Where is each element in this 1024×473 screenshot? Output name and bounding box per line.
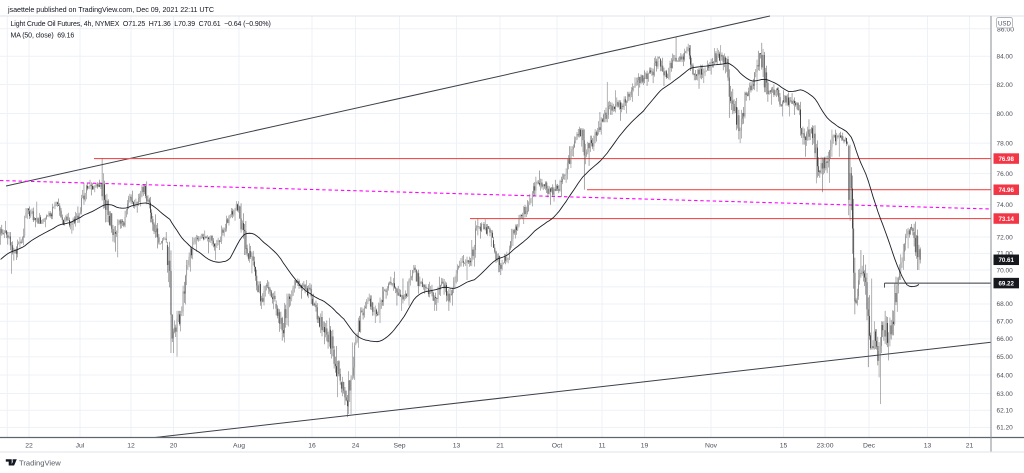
svg-text:19: 19 — [641, 443, 649, 450]
svg-text:Dec: Dec — [863, 443, 876, 450]
svg-text:70.00: 70.00 — [997, 267, 1014, 274]
svg-text:64.00: 64.00 — [997, 372, 1014, 379]
svg-text:76.98: 76.98 — [998, 156, 1014, 163]
svg-text:67.00: 67.00 — [997, 319, 1014, 326]
svg-text:16: 16 — [308, 443, 316, 450]
svg-text:66.00: 66.00 — [997, 336, 1014, 343]
svg-text:22: 22 — [25, 443, 33, 450]
svg-text:MA (50, close) 69.16: MA (50, close) 69.16 — [11, 32, 75, 39]
svg-text:73.14: 73.14 — [998, 216, 1014, 223]
svg-text:Jul: Jul — [76, 443, 85, 450]
svg-text:74.00: 74.00 — [997, 202, 1014, 209]
svg-text:70.61: 70.61 — [998, 257, 1014, 264]
svg-text:74.96: 74.96 — [998, 187, 1014, 194]
svg-text:84.00: 84.00 — [997, 54, 1014, 61]
svg-text:21: 21 — [496, 443, 504, 450]
svg-text:TradingView: TradingView — [19, 459, 61, 468]
svg-text:12: 12 — [127, 443, 135, 450]
svg-text:Sep: Sep — [393, 443, 405, 450]
svg-text:86.00: 86.00 — [997, 26, 1014, 33]
svg-text:11: 11 — [598, 443, 605, 450]
svg-text:61.20: 61.20 — [997, 425, 1014, 432]
svg-text:USD: USD — [998, 20, 1012, 27]
svg-text:82.00: 82.00 — [997, 82, 1014, 89]
svg-text:24: 24 — [352, 443, 360, 450]
svg-text:13: 13 — [924, 443, 932, 450]
svg-text:jsaettele published on Trading: jsaettele published on TradingView.com, … — [7, 5, 214, 14]
svg-text:62.10: 62.10 — [997, 408, 1014, 415]
svg-text:20: 20 — [170, 443, 178, 450]
svg-text:63.00: 63.00 — [997, 391, 1014, 398]
svg-text:15: 15 — [780, 443, 788, 450]
svg-text:13: 13 — [453, 443, 461, 450]
svg-text:78.00: 78.00 — [997, 140, 1014, 147]
svg-text:21: 21 — [966, 443, 974, 450]
svg-text:69.22: 69.22 — [998, 280, 1014, 287]
svg-text:76.00: 76.00 — [997, 171, 1014, 178]
svg-text:68.00: 68.00 — [997, 301, 1014, 308]
svg-text:72.00: 72.00 — [997, 234, 1014, 241]
svg-text:Aug: Aug — [233, 443, 245, 450]
svg-text:Light Crude Oil Futures, 4h, N: Light Crude Oil Futures, 4h, NYMEX O71.2… — [11, 21, 271, 28]
svg-text:71.00: 71.00 — [997, 251, 1014, 258]
svg-text:80.00: 80.00 — [997, 111, 1014, 118]
svg-text:Nov: Nov — [705, 443, 718, 450]
svg-text:23:00: 23:00 — [816, 443, 833, 450]
svg-text:Oct: Oct — [552, 443, 563, 450]
svg-text:65.00: 65.00 — [997, 354, 1014, 361]
